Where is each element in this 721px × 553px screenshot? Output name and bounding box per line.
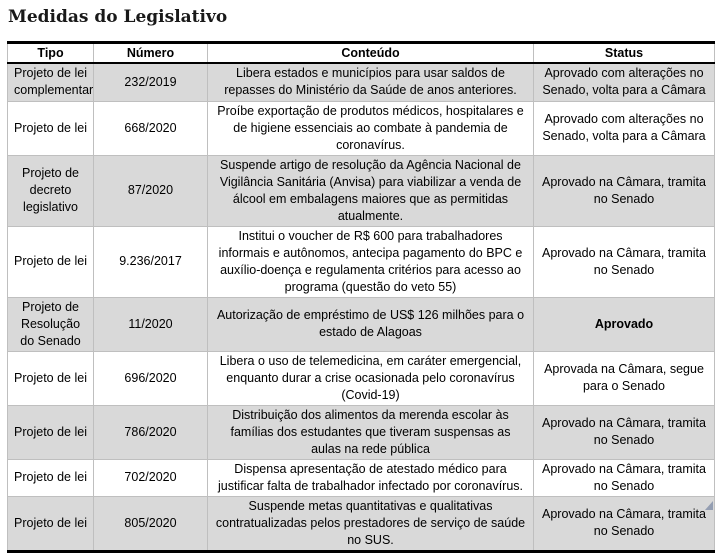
cell-status: Aprovado na Câmara, tramita no Senado bbox=[533, 458, 715, 497]
cell-numero: 805/2020 bbox=[93, 495, 208, 553]
cell-conteudo: Libera o uso de telemedicina, em caráter… bbox=[207, 350, 534, 406]
cell-tipo: Projeto de lei bbox=[7, 225, 94, 298]
table-row: Projeto de lei 696/2020 Libera o uso de … bbox=[7, 350, 715, 406]
table-row: Projeto de Resolução do Senado 11/2020 A… bbox=[7, 296, 715, 352]
cell-status: Aprovado bbox=[533, 296, 715, 352]
column-header-tipo: Tipo bbox=[7, 41, 94, 64]
cell-conteudo: Distribuição dos alimentos da merenda es… bbox=[207, 404, 534, 460]
cell-status: Aprovado com alterações no Senado, volta… bbox=[533, 100, 715, 156]
column-header-status: Status bbox=[533, 41, 715, 64]
cell-tipo: Projeto de decreto legislativo bbox=[7, 154, 94, 227]
cell-numero: 786/2020 bbox=[93, 404, 208, 460]
cell-numero: 11/2020 bbox=[93, 296, 208, 352]
cell-status: Aprovado na Câmara, tramita no Senado bbox=[533, 404, 715, 460]
cell-status: Aprovada na Câmara, segue para o Senado bbox=[533, 350, 715, 406]
cell-numero: 702/2020 bbox=[93, 458, 208, 497]
cell-status: Aprovado na Câmara, tramita no Senado bbox=[533, 225, 715, 298]
cell-conteudo: Suspende metas quantitativas e qualitati… bbox=[207, 495, 534, 553]
cell-tipo: Projeto de lei bbox=[7, 495, 94, 553]
column-header-numero: Número bbox=[93, 41, 208, 64]
cell-numero: 9.236/2017 bbox=[93, 225, 208, 298]
table-row: Projeto de lei complementar 232/2019 Lib… bbox=[7, 62, 715, 102]
cell-numero: 668/2020 bbox=[93, 100, 208, 156]
cell-status: Aprovado com alterações no Senado, volta… bbox=[533, 62, 715, 102]
page-title: Medidas do Legislativo bbox=[8, 7, 228, 27]
table-row: Projeto de lei 786/2020 Distribuição dos… bbox=[7, 404, 715, 460]
table-row: Projeto de lei 9.236/2017 Institui o vou… bbox=[7, 225, 715, 298]
cell-status: Aprovado na Câmara, tramita no Senado bbox=[533, 154, 715, 227]
table-row: Projeto de lei 702/2020 Dispensa apresen… bbox=[7, 458, 715, 497]
cell-numero: 232/2019 bbox=[93, 62, 208, 102]
cell-conteudo: Proíbe exportação de produtos médicos, h… bbox=[207, 100, 534, 156]
cell-conteudo: Autorização de empréstimo de US$ 126 mil… bbox=[207, 296, 534, 352]
cell-tipo: Projeto de lei bbox=[7, 100, 94, 156]
cell-status: Aprovado na Câmara, tramita no Senado bbox=[533, 495, 715, 553]
cell-tipo: Projeto de lei bbox=[7, 404, 94, 460]
cell-numero: 696/2020 bbox=[93, 350, 208, 406]
cell-tipo: Projeto de lei bbox=[7, 350, 94, 406]
column-header-conteudo: Conteúdo bbox=[207, 41, 534, 64]
cell-numero: 87/2020 bbox=[93, 154, 208, 227]
cell-conteudo: Libera estados e municípios para usar sa… bbox=[207, 62, 534, 102]
cell-conteudo: Institui o voucher de R$ 600 para trabal… bbox=[207, 225, 534, 298]
corner-artifact bbox=[705, 501, 713, 510]
table-row: Projeto de lei 668/2020 Proíbe exportaçã… bbox=[7, 100, 715, 156]
cell-conteudo: Dispensa apresentação de atestado médico… bbox=[207, 458, 534, 497]
cell-tipo: Projeto de lei bbox=[7, 458, 94, 497]
legislative-measures-table: Tipo Número Conteúdo Status Projeto de l… bbox=[7, 41, 715, 553]
table-row: Projeto de lei 805/2020 Suspende metas q… bbox=[7, 495, 715, 553]
cell-tipo: Projeto de Resolução do Senado bbox=[7, 296, 94, 352]
cell-tipo: Projeto de lei complementar bbox=[7, 62, 94, 102]
table-row: Projeto de decreto legislativo 87/2020 S… bbox=[7, 154, 715, 227]
header-row: Tipo Número Conteúdo Status bbox=[7, 41, 715, 64]
cell-conteudo: Suspende artigo de resolução da Agência … bbox=[207, 154, 534, 227]
